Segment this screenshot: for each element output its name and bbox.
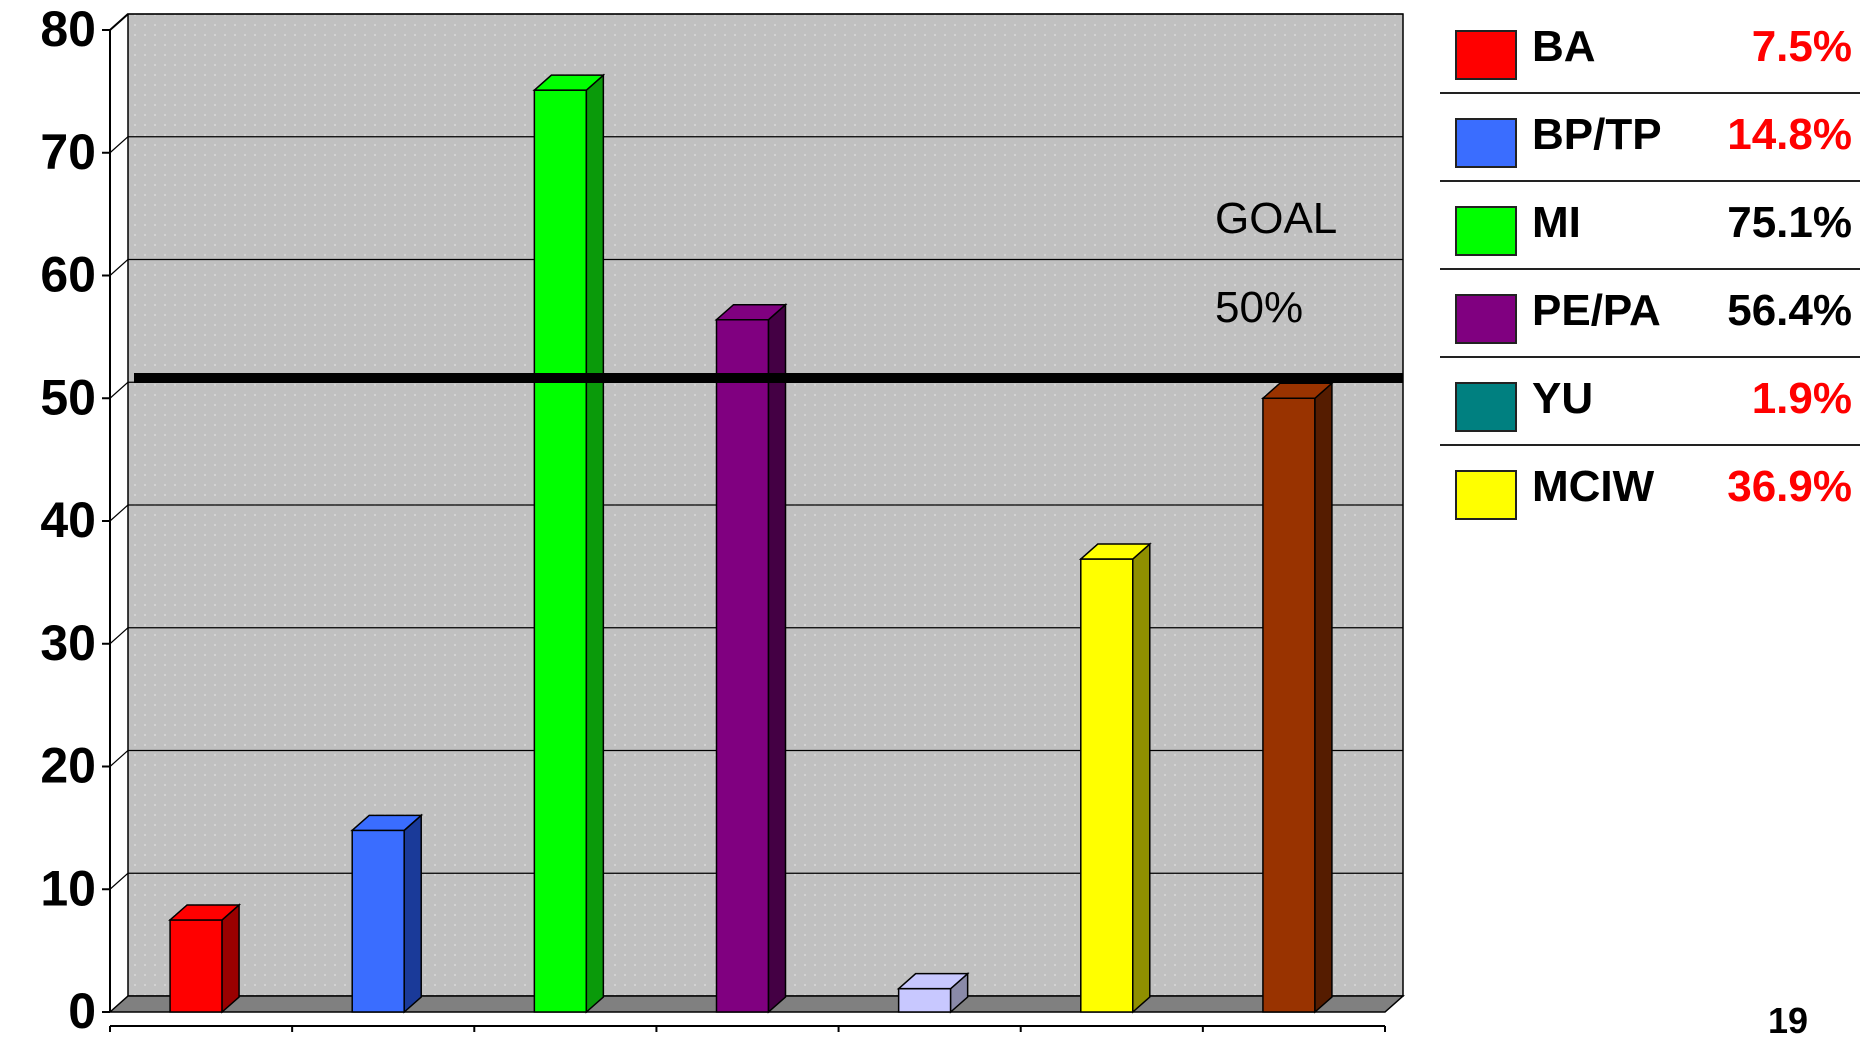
bar-mciw (1078, 542, 1152, 1014)
y-axis-ticks: 0 10 20 30 40 50 60 70 80 (40, 1, 110, 1032)
goal-label: GOAL (1215, 194, 1337, 243)
bar-pe-pa (714, 303, 788, 1014)
y-tick-label: 70 (40, 124, 96, 180)
bar-top (896, 972, 970, 990)
bar-front (351, 829, 405, 1013)
legend-swatch (1455, 382, 1517, 432)
gridline-diagonal (109, 259, 129, 276)
bar-front (533, 89, 588, 1013)
legend-swatch (1455, 206, 1517, 256)
bar-top (1260, 382, 1334, 399)
y-tick-label: 20 (40, 738, 96, 794)
legend-value: 56.4% (1727, 286, 1852, 335)
bar-unlabeled (1260, 381, 1334, 1014)
legend-label: MI (1532, 198, 1581, 247)
legend-item: MI 75.1% (1440, 182, 1860, 270)
gridline-diagonal (109, 627, 129, 645)
bar-mi (532, 73, 606, 1014)
legend: BA 7.5% BP/TP 14.8% MI 75.1% PE/PA 56.4% YU 1.9% M… (1440, 6, 1860, 534)
legend-swatch (1455, 30, 1517, 80)
legend-item: MCIW 36.9% (1440, 446, 1860, 534)
legend-value: 1.9% (1751, 374, 1852, 423)
gridline-diagonal (109, 750, 129, 767)
y-tick-label: 60 (40, 247, 96, 303)
legend-swatch (1455, 294, 1517, 344)
bar-top (714, 303, 788, 321)
bar-front (715, 318, 770, 1013)
legend-value: 14.8% (1727, 110, 1852, 159)
legend-item: BA 7.5% (1440, 6, 1860, 94)
gridline-diagonal (109, 136, 129, 154)
y-tick-label: 0 (68, 983, 96, 1032)
bar-front (1080, 558, 1134, 1013)
bar-top (168, 904, 242, 921)
legend-item: YU 1.9% (1440, 358, 1860, 446)
legend-label: YU (1532, 374, 1594, 423)
legend-item: BP/TP 14.8% (1440, 94, 1860, 182)
legend-swatch (1455, 118, 1517, 168)
legend-label: BP/TP (1532, 110, 1662, 159)
bar-side (767, 303, 787, 1014)
bar-chart: 0 10 20 30 40 50 60 70 80 GOAL 50% (40, 1, 1405, 1032)
legend-value: 36.9% (1727, 462, 1852, 511)
bar-top (350, 814, 424, 832)
y-tick-label: 50 (40, 369, 96, 425)
bar-ba (168, 903, 242, 1014)
bar-front (1262, 397, 1316, 1013)
legend-value: 7.5% (1751, 22, 1852, 71)
gridline-diagonal (109, 504, 129, 522)
bar-side (1132, 542, 1151, 1014)
legend-label: PE/PA (1532, 286, 1661, 335)
legend-label: BA (1532, 22, 1596, 71)
goal-value-label: 50% (1215, 283, 1303, 332)
bars (168, 73, 1334, 1014)
y-tick-label: 80 (40, 1, 96, 57)
legend-item: PE/PA 56.4% (1440, 270, 1860, 358)
y-tick-label: 40 (40, 492, 96, 548)
legend-swatch (1455, 470, 1517, 520)
page-number: 19 (1768, 1000, 1809, 1041)
bar-bp-tp (350, 813, 424, 1014)
bar-yu (896, 972, 970, 1014)
bar-front (897, 987, 952, 1013)
legend-value: 75.1% (1727, 198, 1852, 247)
y-tick-label: 30 (40, 615, 96, 671)
legend-label: MCIW (1532, 462, 1655, 511)
bar-side (403, 813, 422, 1014)
bar-side (585, 73, 605, 1014)
y-axis-top (109, 13, 129, 31)
bar-side (1314, 381, 1333, 1014)
bar-top (532, 74, 606, 91)
bar-front (169, 919, 223, 1013)
goal-line-group: GOAL 50% (134, 194, 1403, 383)
y-tick-label: 10 (40, 860, 96, 916)
bar-side (221, 903, 240, 1014)
bar-top (1078, 543, 1152, 560)
gridline-diagonal (109, 872, 129, 890)
gridline-diagonal (109, 381, 129, 399)
